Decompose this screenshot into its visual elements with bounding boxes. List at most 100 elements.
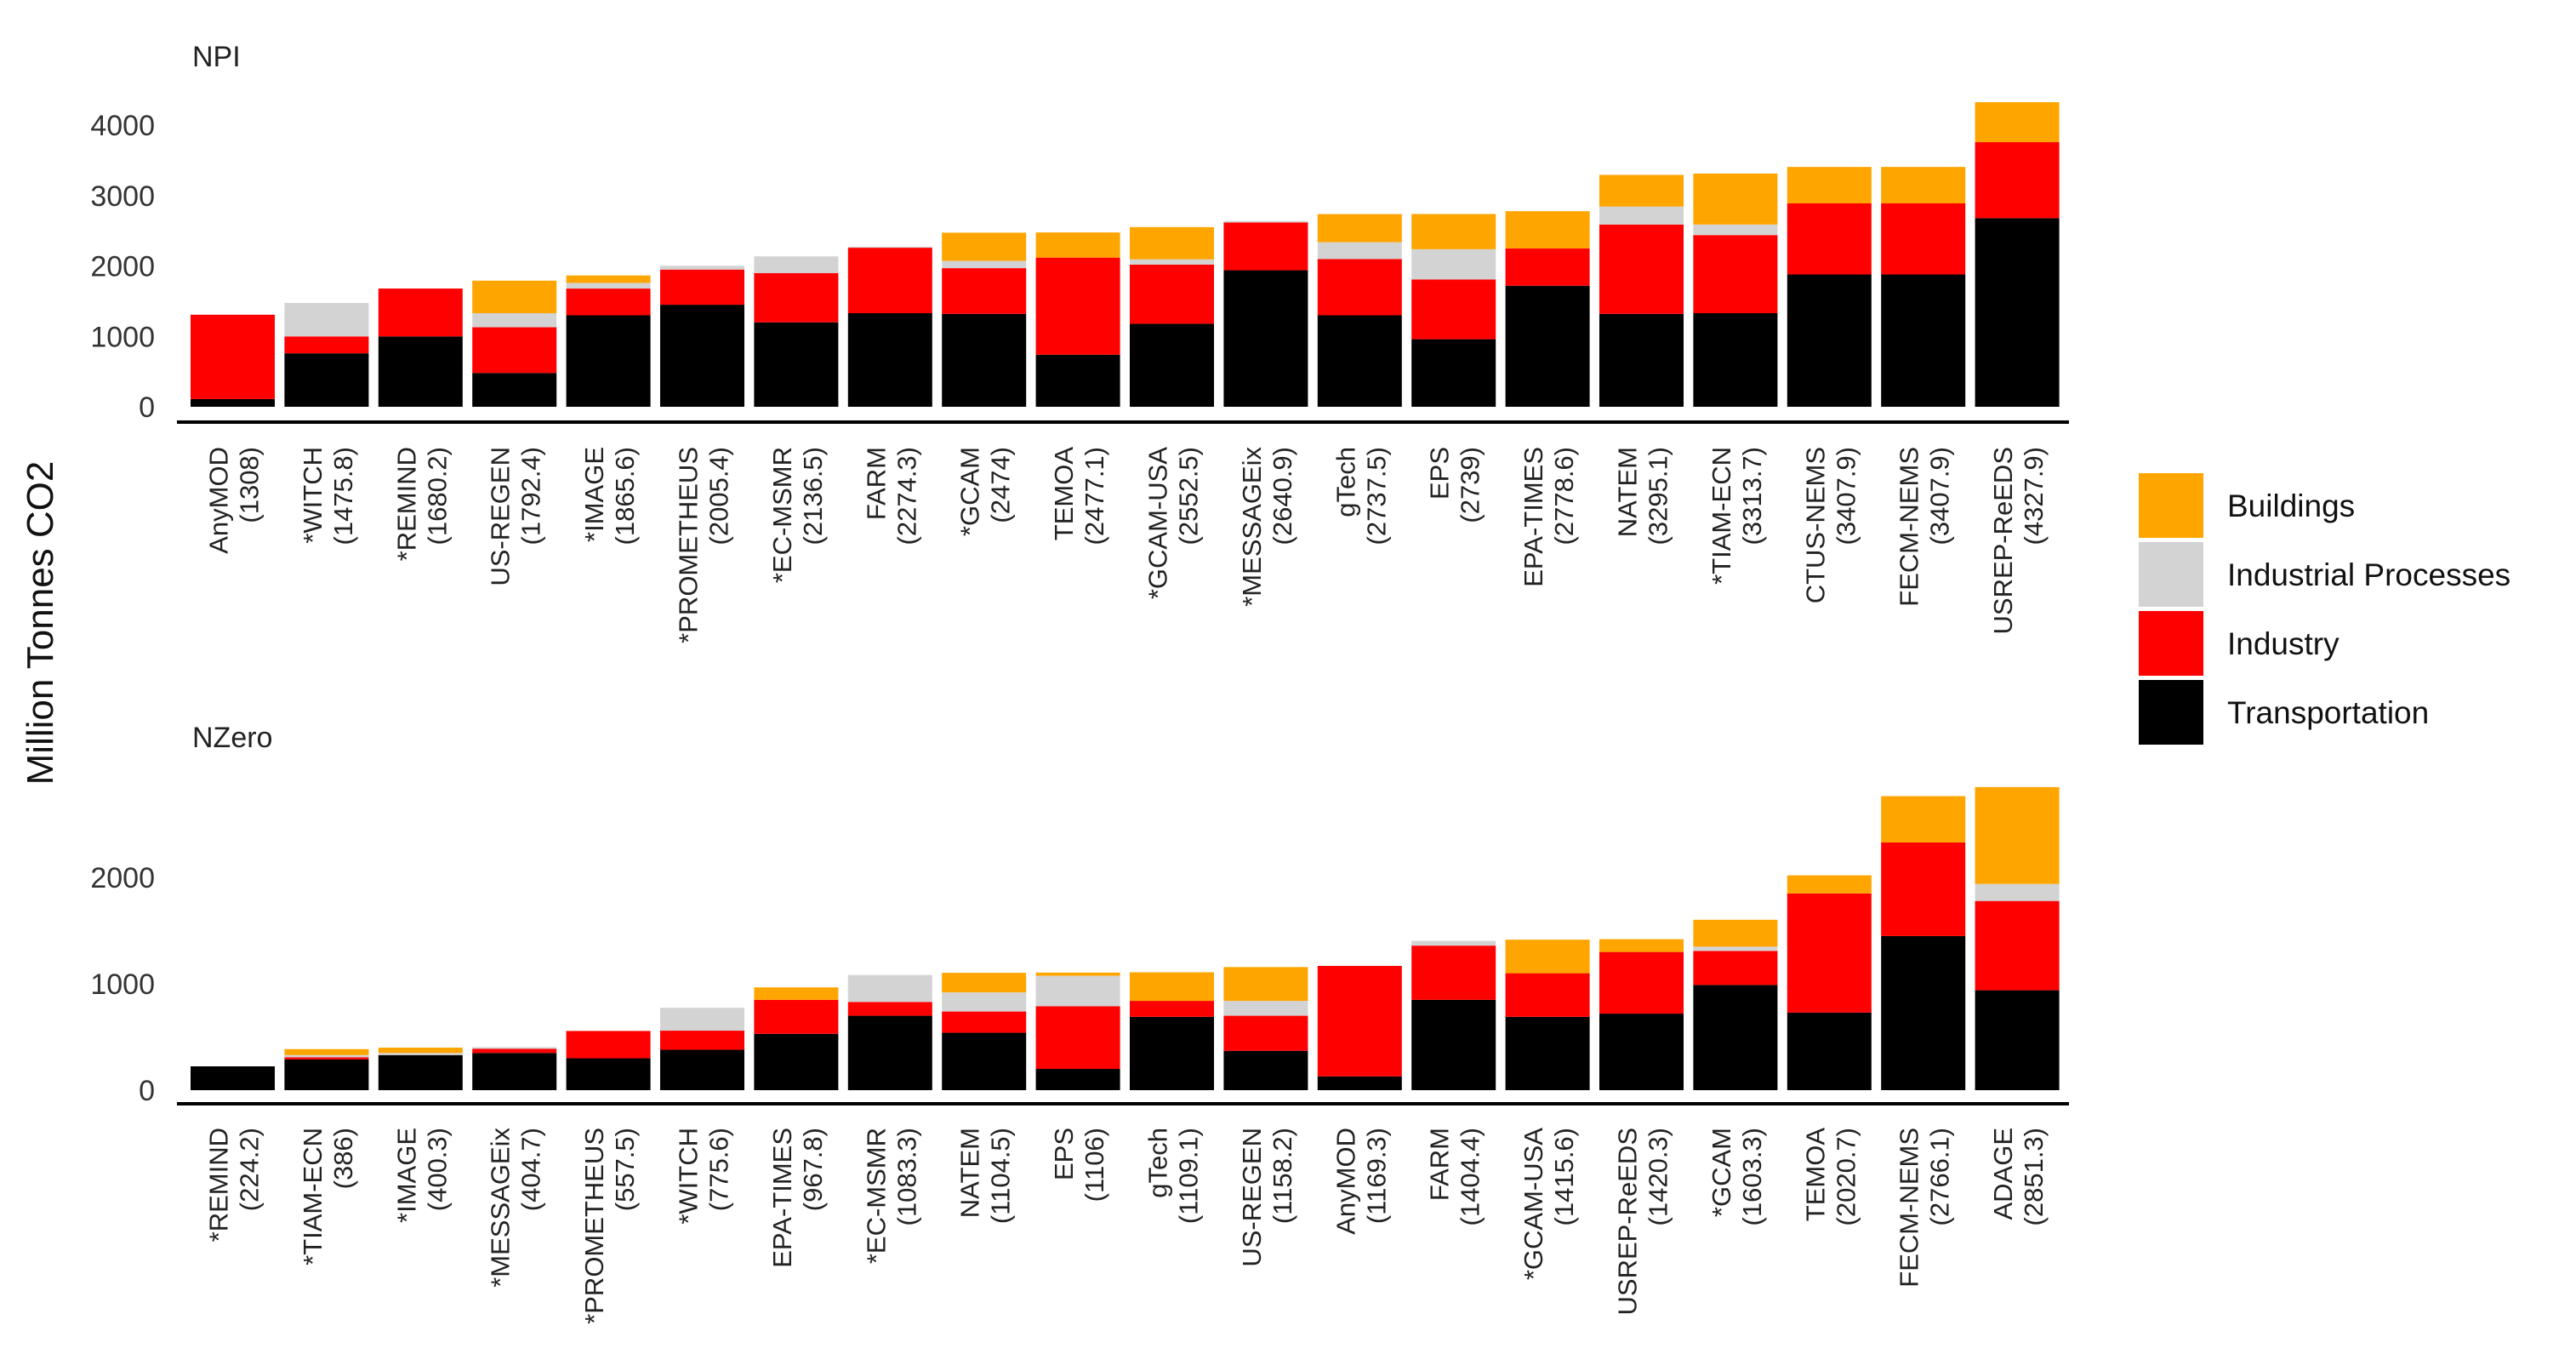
x-tick-nzero-eps: EPS (1049, 1128, 1079, 1180)
x-total-npi-gtech: (2737.5) (1361, 447, 1391, 545)
x-tick-npi-fecm-nems: FECM-NEMS (1895, 447, 1924, 607)
x-tick-nzero-fecm-nems: FECM-NEMS (1895, 1128, 1924, 1288)
x-tick-nzero-usrep-reeds: USREP-ReEDS (1613, 1128, 1643, 1316)
bar-segment-nzero-gcam-transportation (1693, 985, 1778, 1090)
x-total-nzero-witch: (775.6) (704, 1128, 734, 1211)
x-tick-npi-ec-msmr: *EC-MSMR (767, 447, 797, 583)
x-total-nzero-ec-msmr: (1083.3) (892, 1128, 921, 1225)
x-total-nzero-temoa: (2020.7) (1831, 1128, 1861, 1225)
bar-segment-nzero-gtech-transportation (1130, 1016, 1214, 1090)
bar-segment-nzero-gcam-industry (1693, 951, 1778, 985)
bar-segment-npi-gtech-transportation (1317, 315, 1402, 407)
bar-segment-npi-eps-industry (1411, 279, 1496, 340)
bar-segment-npi-anymod-transportation (191, 398, 275, 407)
bar-segment-nzero-ec-msmr-transportation (847, 1015, 932, 1090)
bar-segment-npi-prometheus-industry (660, 269, 744, 306)
bar-segment-nzero-adage-buildings (1975, 786, 2060, 884)
bar-segment-npi-tiam-ecn-transportation (1693, 313, 1778, 407)
bar-segment-nzero-gcam-industrial-processes (1693, 946, 1778, 951)
bar-segment-npi-ec-msmr-transportation (754, 322, 839, 407)
bar-segment-npi-usrep-reeds-transportation (1975, 218, 2060, 407)
x-total-npi-epa-times: (2778.6) (1549, 447, 1579, 545)
bar-segment-nzero-us-regen-industry (1223, 1015, 1308, 1051)
bar-segment-npi-natem-buildings (1599, 174, 1684, 207)
bar-segment-nzero-witch-transportation (660, 1049, 744, 1090)
bar-segment-nzero-farm-industry (1411, 945, 1496, 1000)
bar-segment-npi-prometheus-transportation (660, 305, 744, 407)
bar-segment-npi-remind-transportation (378, 336, 463, 407)
bar-segment-npi-tiam-ecn-industry (1693, 235, 1778, 314)
bar-segment-npi-us-regen-buildings (472, 280, 557, 314)
bar-segment-npi-gcam-industrial-processes (942, 260, 1027, 269)
x-tick-npi-remind: *REMIND (391, 447, 421, 561)
x-tick-nzero-adage: ADAGE (1988, 1128, 2018, 1220)
x-total-nzero-us-regen: (1158.2) (1268, 1128, 1297, 1224)
x-tick-nzero-epa-times: EPA-TIMES (767, 1128, 797, 1268)
x-tick-nzero-remind: *REMIND (204, 1128, 234, 1242)
bar-segment-npi-ctus-nems-industry (1787, 203, 1872, 275)
x-tick-npi-farm: FARM (861, 447, 891, 520)
bar-segment-npi-epa-times-buildings (1505, 211, 1590, 248)
legend-swatch-industrial-processes (2139, 542, 2203, 607)
bar-segment-npi-prometheus-industrial-processes (660, 266, 744, 270)
x-total-npi-us-regen: (1792.4) (516, 447, 546, 545)
x-total-nzero-gcam-usa: (1415.6) (1549, 1128, 1579, 1225)
bar-segment-nzero-anymod-industry (1317, 965, 1402, 1077)
bar-segment-npi-gtech-industry (1317, 259, 1402, 316)
bar-segment-npi-natem-industrial-processes (1599, 206, 1684, 225)
bar-segment-nzero-gcam-usa-transportation (1505, 1016, 1590, 1090)
x-tick-nzero-witch: *WITCH (674, 1128, 704, 1225)
bar-segment-npi-farm-industry (847, 248, 932, 314)
bar-segment-npi-witch-transportation (284, 353, 369, 407)
x-tick-nzero-tiam-ecn: *TIAM-ECN (298, 1128, 328, 1265)
x-tick-npi-gtech: gTech (1331, 447, 1360, 517)
bar-segment-nzero-tiam-ecn-industrial-processes (284, 1054, 369, 1058)
legend-swatch-buildings (2139, 473, 2203, 538)
bar-segment-nzero-epa-times-industry (754, 999, 839, 1034)
x-total-npi-image: (1865.6) (610, 447, 640, 545)
bar-segment-nzero-usrep-reeds-buildings (1599, 939, 1684, 952)
x-tick-nzero-gtech: gTech (1143, 1128, 1173, 1198)
bar-segment-nzero-image-industrial-processes (378, 1053, 463, 1055)
bar-segment-npi-gcam-usa-industry (1130, 264, 1214, 324)
bar-segment-nzero-temoa-industry (1787, 893, 1872, 1013)
bar-segment-npi-us-regen-transportation (472, 373, 557, 407)
x-total-nzero-eps: (1106) (1080, 1128, 1109, 1202)
x-total-npi-gcam-usa: (2552.5) (1174, 447, 1204, 545)
x-total-npi-ctus-nems: (3407.9) (1831, 447, 1861, 545)
panel-title-nzero: NZero (192, 722, 272, 754)
x-tick-npi-gcam: *GCAM (955, 447, 985, 536)
x-tick-nzero-us-regen: US-REGEN (1237, 1128, 1267, 1267)
bar-segment-npi-natem-industry (1599, 224, 1684, 314)
x-total-npi-witch: (1475.8) (328, 447, 358, 545)
bar-segment-npi-gcam-industry (942, 268, 1027, 314)
bar-segment-nzero-eps-transportation (1035, 1069, 1120, 1090)
x-total-npi-anymod: (1308) (235, 447, 265, 523)
bar-segment-nzero-fecm-nems-buildings (1881, 796, 1966, 843)
y-tick-npi-0: 0 (139, 391, 155, 424)
bar-segment-npi-tiam-ecn-industrial-processes (1693, 224, 1778, 236)
bar-segment-nzero-prometheus-industry (566, 1031, 651, 1059)
bar-segment-npi-eps-transportation (1411, 339, 1496, 407)
y-axis-nzero: 0 1000 2000 (90, 862, 155, 1107)
x-tick-npi-tiam-ecn: *TIAM-ECN (1707, 447, 1736, 585)
panel-title-npi: NPI (192, 41, 241, 73)
x-total-nzero-epa-times: (967.8) (798, 1128, 828, 1211)
y-tick-npi-1000: 1000 (90, 321, 155, 353)
bar-segment-npi-us-regen-industry (472, 327, 557, 374)
y-tick-npi-4000: 4000 (90, 110, 155, 142)
bar-segment-npi-gtech-industrial-processes (1317, 242, 1402, 260)
x-tick-npi-temoa: TEMOA (1049, 447, 1079, 541)
x-tick-npi-witch: *WITCH (298, 447, 328, 544)
x-tick-npi-anymod: AnyMOD (204, 447, 234, 554)
bar-segment-npi-gtech-buildings (1317, 214, 1402, 243)
bar-segment-nzero-epa-times-buildings (754, 987, 839, 1000)
x-tick-nzero-ec-msmr: *EC-MSMR (861, 1128, 891, 1264)
bar-segment-nzero-tiam-ecn-industry (284, 1057, 369, 1060)
bar-segment-nzero-natem-buildings (942, 973, 1027, 993)
x-total-nzero-tiam-ecn: (386) (328, 1128, 358, 1189)
bar-segment-nzero-prometheus-transportation (566, 1058, 651, 1090)
bar-segment-npi-fecm-nems-buildings (1881, 167, 1966, 203)
